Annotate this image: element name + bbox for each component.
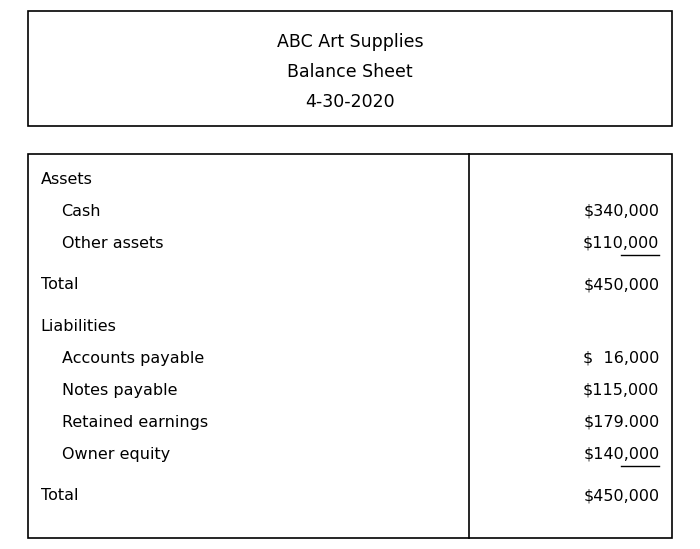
Text: $450,000: $450,000	[583, 488, 659, 503]
Text: 4-30-2020: 4-30-2020	[305, 93, 395, 111]
Text: $179.000: $179.000	[583, 414, 659, 430]
Text: Liabilities: Liabilities	[41, 319, 116, 334]
Text: Owner equity: Owner equity	[62, 446, 170, 462]
Text: Retained earnings: Retained earnings	[62, 414, 208, 430]
Text: Accounts payable: Accounts payable	[62, 351, 204, 366]
Text: ABC Art Supplies: ABC Art Supplies	[276, 33, 424, 51]
Text: $450,000: $450,000	[583, 277, 659, 293]
Text: $110,000: $110,000	[583, 236, 659, 251]
Text: $340,000: $340,000	[583, 204, 659, 219]
Text: $  16,000: $ 16,000	[583, 351, 659, 366]
Text: Cash: Cash	[62, 204, 101, 219]
Text: $115,000: $115,000	[583, 383, 659, 398]
Text: $140,000: $140,000	[583, 446, 659, 462]
Text: Assets: Assets	[41, 172, 92, 187]
Text: Total: Total	[41, 277, 78, 293]
Text: Balance Sheet: Balance Sheet	[287, 63, 413, 81]
Text: Other assets: Other assets	[62, 236, 163, 251]
Text: Notes payable: Notes payable	[62, 383, 177, 398]
Text: Total: Total	[41, 488, 78, 503]
